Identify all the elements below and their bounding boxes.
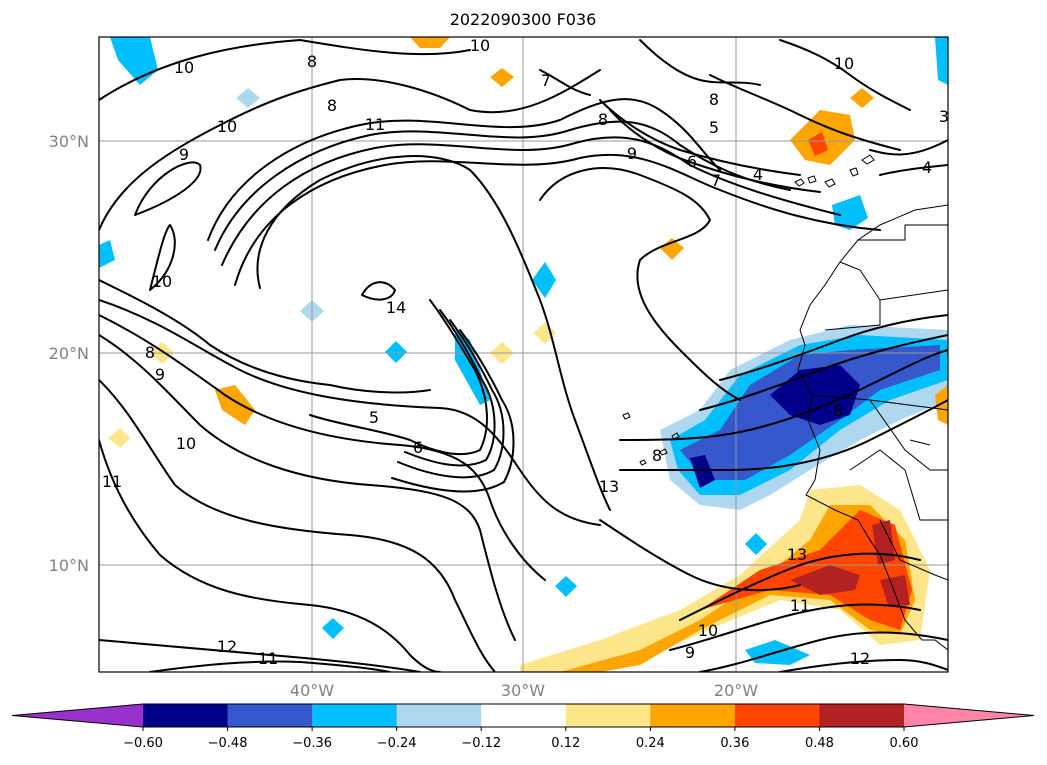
coastlines: [622, 154, 948, 651]
colorbar-segment: [819, 704, 905, 727]
interior-borders: [811, 224, 948, 581]
negative-anomaly-speck-6: [322, 618, 344, 639]
contour-label: 7: [541, 71, 551, 90]
colorbar-tick-label: 0.48: [805, 736, 834, 751]
colorbar-segment: [312, 704, 398, 727]
negative-anomaly-speck-5: [745, 533, 767, 555]
colorbar-extend-max: [904, 704, 1034, 727]
contour-label: 10: [470, 36, 490, 55]
contour-label: 12: [850, 649, 870, 668]
colorbar-tick-label: −0.48: [208, 736, 248, 751]
positive-anomaly-speck-6: [850, 88, 874, 108]
cape-verde: [622, 412, 680, 466]
contour-label: 11: [102, 472, 122, 491]
contour-label: 6: [687, 152, 697, 171]
colorbar-segment: [650, 704, 736, 727]
latitude-labels: 30°N 20°N 10°N: [49, 132, 89, 575]
positive-anomaly-speck-3: [534, 322, 556, 344]
contour-label: 6: [413, 438, 423, 457]
map-border: [98, 36, 949, 673]
contour-label: 9: [685, 643, 695, 662]
colorbar-tick-label: −0.12: [461, 736, 501, 751]
positive-anomaly-east-edge: [935, 385, 948, 425]
contour-lines: [99, 39, 948, 672]
negative-anomaly-speck-4: [555, 576, 577, 597]
positive-anomaly-gulf-guinea-core: [790, 520, 910, 605]
contour-label: 8: [652, 446, 662, 465]
negative-anomaly-speck-8: [99, 240, 115, 268]
positive-anomaly-speck-7: [108, 428, 130, 448]
colorbar-segment: [396, 704, 482, 727]
contour-label: 9: [627, 144, 637, 163]
positive-anomaly-canary-core: [808, 132, 828, 156]
contour-label: 14: [386, 298, 406, 317]
positive-anomaly-speck-2: [660, 238, 684, 260]
contour-label: 5: [369, 408, 379, 427]
colorbar-segment: [734, 704, 820, 727]
contour-label: 8: [327, 96, 337, 115]
colorbar: −0.60 −0.48 −0.36 −0.24 −0.12 0.12 0.24 0.36 0.4…: [11, 703, 1035, 751]
colorbar-segment: [565, 704, 651, 727]
negative-anomaly-canary: [832, 195, 868, 230]
contour-label: 11: [258, 649, 278, 668]
lon-label-30w: 30°W: [501, 681, 545, 700]
colorbar-extend-min: [12, 704, 143, 727]
contour-label: 13: [599, 477, 619, 496]
contour-label: 10: [834, 54, 854, 73]
contour-label: 8: [598, 110, 608, 129]
contour-label: 10: [152, 272, 172, 291]
contour-label: 11: [790, 596, 810, 615]
contour-label: 10: [698, 621, 718, 640]
negative-anomaly-ne-corner: [935, 37, 948, 85]
map-title: 2022090300 F036: [450, 10, 597, 29]
africa-coastline: [797, 204, 948, 651]
contour-label: 5: [709, 118, 719, 137]
contour-label: 3: [939, 107, 949, 126]
colorbar-segment: [481, 704, 567, 727]
contour-label: 8: [833, 401, 843, 420]
lat-label-30n: 30°N: [49, 132, 89, 151]
contour-label: 4: [753, 165, 763, 184]
positive-anomaly-speck-1: [490, 68, 514, 87]
lat-label-20n: 20°N: [49, 344, 89, 363]
colorbar-tick-label: −0.60: [123, 736, 163, 751]
longitude-labels: 40°W 30°W 20°W: [290, 681, 758, 700]
negative-anomaly-speck-3: [385, 341, 407, 363]
canary-islands: [794, 154, 875, 188]
positive-anomaly-gulf-guinea-inner: [700, 510, 912, 630]
lon-label-20w: 20°W: [714, 681, 758, 700]
contour-label: 12: [217, 637, 237, 656]
contour-label: 10: [176, 434, 196, 453]
colorbar-segment: [143, 704, 229, 727]
contour-label: 9: [179, 145, 189, 164]
contour-label: 8: [709, 90, 719, 109]
map-frame: 10 10 10 9 10 8 9 11 14 5 6 10 11 13 8 7…: [98, 36, 949, 673]
lat-label-10n: 10°N: [49, 556, 89, 575]
contour-label: 9: [155, 365, 165, 384]
colorbar-tick-label: 0.60: [890, 736, 919, 751]
lon-label-40w: 40°W: [290, 681, 334, 700]
contour-label: 11: [365, 115, 385, 134]
contour-label: 4: [922, 158, 932, 177]
contour-label: 13: [787, 545, 807, 564]
colorbar-tick-label: −0.24: [377, 736, 417, 751]
colorbar-tick-label: 0.36: [720, 736, 749, 751]
contour-label: 10: [217, 117, 237, 136]
negative-anomaly-nw-corner: [110, 37, 158, 85]
colorbar-tick-label: 0.12: [551, 736, 580, 751]
contour-labels: 10 10 10 9 10 8 9 11 14 5 6 10 11 13 8 7…: [102, 36, 949, 668]
positive-anomaly-top: [410, 37, 450, 48]
colorbar-segment: [227, 704, 313, 727]
contour-label: 10: [174, 58, 194, 77]
contour-label: 8: [145, 343, 155, 362]
colorbar-tick-label: −0.36: [292, 736, 332, 751]
contour-label: 7: [711, 171, 721, 190]
negative-anomaly-speck-1: [236, 88, 260, 108]
negative-anomaly-speck-7: [532, 262, 556, 298]
contour-label: 8: [307, 52, 317, 71]
colorbar-tick-label: 0.24: [636, 736, 665, 751]
